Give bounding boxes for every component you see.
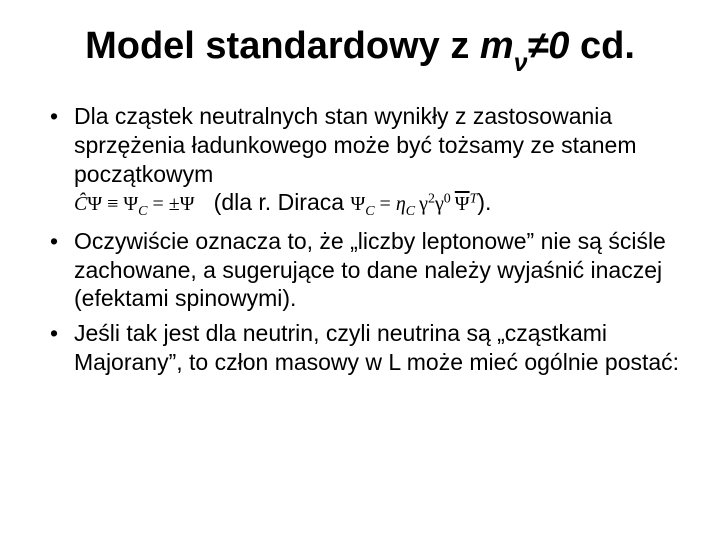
slide-title: Model standardowy z mν≠0 cd. bbox=[40, 24, 680, 74]
bullet-1-text: Dla cząstek neutralnych stan wynikły z z… bbox=[74, 103, 637, 187]
bullet-1: Dla cząstek neutralnych stan wynikły z z… bbox=[50, 102, 680, 221]
formula-left: ĈΨ ≡ ΨC = ±Ψ bbox=[74, 193, 195, 215]
title-neq: ≠ bbox=[527, 25, 548, 67]
bullet-3-text: Jeśli tak jest dla neutrin, czyli neutri… bbox=[74, 320, 679, 375]
formula-right: ΨC = ηC γ2γ0 ΨT bbox=[350, 193, 477, 215]
bullet-list: Dla cząstek neutralnych stan wynikły z z… bbox=[40, 102, 680, 377]
bullet-2: Oczywiście oznacza to, że „liczby lepton… bbox=[50, 227, 680, 313]
title-prefix: Model standardowy z bbox=[85, 25, 480, 67]
dirac-suffix: ). bbox=[477, 189, 491, 215]
dirac-prefix: (dla r. Diraca bbox=[214, 189, 351, 215]
title-m: m bbox=[480, 25, 514, 67]
bullet-2-text: Oczywiście oznacza to, że „liczby lepton… bbox=[74, 228, 666, 312]
title-sub-nu: ν bbox=[514, 50, 528, 77]
title-suffix: cd. bbox=[569, 25, 634, 67]
bullet-3: Jeśli tak jest dla neutrin, czyli neutri… bbox=[50, 319, 680, 377]
title-zero: 0 bbox=[548, 25, 569, 67]
